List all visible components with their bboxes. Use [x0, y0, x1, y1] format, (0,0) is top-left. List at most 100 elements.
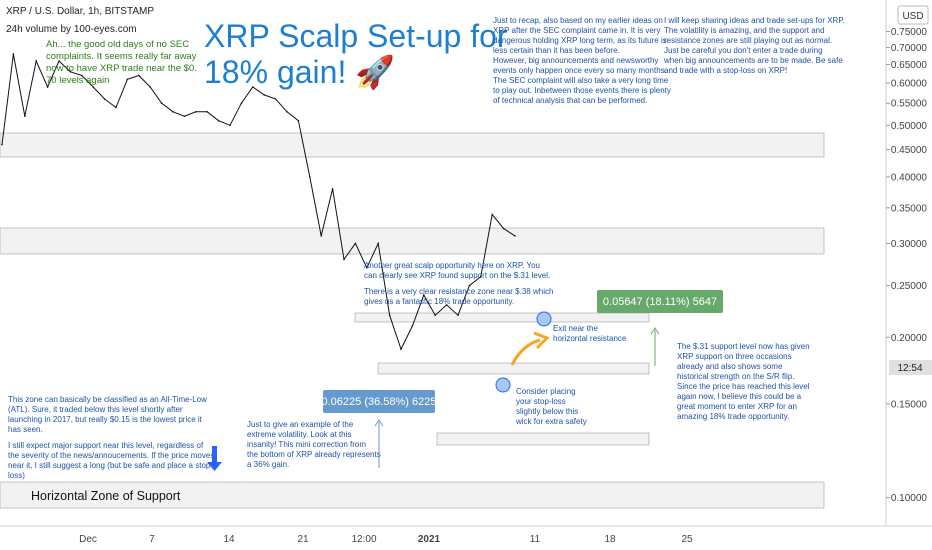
stoploss-note-line: wick for extra safety — [515, 417, 587, 426]
scalp-note-line: Another great scalp opportunity here on … — [364, 261, 540, 270]
green-note-line: Ah... the good old days of no SEC — [46, 39, 189, 50]
price-tick-label: 0.20000 — [891, 333, 928, 344]
recap-note-line: of technical analysis that can be perfor… — [493, 96, 647, 105]
price-tick-label: 0.45000 — [891, 145, 928, 156]
atl-note-line: loss) — [8, 471, 25, 480]
price-point — [388, 314, 391, 317]
stoploss-note: Consider placing your stop-loss slightly… — [515, 387, 587, 426]
atl-note-line: has seen. — [8, 425, 43, 434]
atl-note-line: (ATL). Sure, it traded below this level … — [8, 405, 183, 414]
price-point — [468, 284, 471, 287]
price-point — [69, 71, 72, 73]
volatility-note-line: Just to give an example of the — [247, 420, 354, 429]
price-tick-label: 0.40000 — [891, 172, 928, 183]
scalp-note-line: can clearly see XRP found support on the… — [364, 271, 550, 280]
price-tick-label: 0.55000 — [891, 99, 928, 110]
exit-target-marker[interactable] — [536, 311, 552, 327]
price-point — [115, 106, 117, 109]
last-price-tag — [889, 360, 932, 375]
measure-correction-label-box[interactable] — [323, 390, 435, 413]
support-zone-0.21[interactable] — [436, 432, 650, 446]
atl-note-line: launching in 2017, but really $0.15 is t… — [8, 415, 203, 424]
scalp-note-line: There is a very clear resistance zone ne… — [364, 287, 553, 296]
measure-up-label-box[interactable] — [597, 290, 723, 313]
price-point — [445, 304, 448, 306]
price-point — [434, 314, 437, 317]
idea-title-line-1: XRP Scalp Set-up for — [204, 18, 508, 54]
support-note-line: already and also shows some — [677, 362, 783, 371]
atl-note: This zone can basically be classified as… — [8, 395, 214, 480]
atl-note-line: This zone can basically be classified as… — [8, 395, 207, 404]
price-tick-label: 0.25000 — [891, 281, 928, 292]
price-point — [58, 60, 60, 62]
green-note-line: 70 levels again — [46, 75, 109, 86]
recap-note: Just to recap, also based on my earlier … — [493, 16, 671, 105]
stoploss-note-line: slightly below this — [516, 407, 578, 416]
price-point — [46, 86, 49, 88]
price-point — [297, 119, 300, 122]
price-point — [126, 78, 129, 81]
currency-button[interactable] — [897, 5, 929, 25]
price-point — [400, 348, 402, 350]
price-point — [354, 242, 357, 245]
arrow-up-icon — [650, 327, 660, 335]
support-note: The $.31 support level now has given XRP… — [677, 342, 810, 421]
price-point — [183, 115, 186, 117]
price-point — [286, 111, 288, 113]
idea-title-line-2: 18% gain! 🚀 — [204, 54, 395, 90]
price-point — [35, 60, 37, 62]
measure-up-label: 0.05647 (18.11%) 5647 — [603, 296, 717, 308]
price-point — [320, 235, 323, 237]
price-point — [502, 227, 505, 230]
support-note-line: again now, I believe this could be a — [677, 392, 802, 401]
price-series-line — [1, 54, 516, 351]
arrowhead-icon — [533, 331, 550, 350]
price-point — [411, 325, 414, 327]
price-point — [138, 74, 140, 77]
recap-note-line: However, big announcements and newsworth… — [493, 56, 658, 65]
volatility-note-line: extreme volatility. Look at this — [247, 430, 351, 439]
price-point — [172, 111, 174, 113]
price-point — [206, 111, 208, 113]
sharing-note-line: resistance zones are still playing out a… — [664, 36, 832, 45]
resistance-zone-0.60[interactable] — [0, 132, 825, 158]
price-point — [240, 102, 243, 104]
recap-note-line: dangerous holding XRP long term, as its … — [493, 36, 667, 45]
support-zone-0.15[interactable] — [0, 481, 825, 509]
volatility-note: Just to give an example of the extreme v… — [247, 420, 381, 469]
price-point — [81, 74, 83, 77]
price-point — [423, 294, 425, 296]
support-note-line: Since the price has reached this level — [677, 382, 810, 391]
stop-loss-marker[interactable] — [495, 377, 511, 393]
stoploss-note-line: Consider placing — [516, 387, 576, 396]
price-points — [1, 53, 516, 350]
price-point — [1, 143, 3, 146]
time-tick-label: 2021 — [418, 534, 441, 545]
exit-note: Exit near the horizontal resistance — [553, 324, 627, 343]
price-point — [274, 98, 277, 100]
recap-note-line: XRP after the SEC complaint came in. It … — [493, 26, 660, 35]
recap-note-line: to play out. Inbetween those events ther… — [493, 86, 671, 95]
volatility-note-line: a 36% gain. — [247, 460, 289, 469]
price-point — [103, 98, 106, 100]
price-point — [252, 86, 254, 88]
resistance-zone-0.48[interactable] — [0, 227, 825, 255]
price-tick-label: 0.50000 — [891, 121, 928, 132]
price-point — [263, 94, 266, 96]
price-point — [195, 111, 197, 113]
currency-label: USD — [902, 11, 923, 22]
exit-note-line: Exit near the — [553, 324, 598, 333]
price-point — [92, 86, 94, 88]
time-tick-label: Dec — [79, 534, 97, 545]
price-axis-ticks: 0.75000 0.70000 0.65000 0.60000 0.55000 0.500… — [886, 27, 927, 504]
price-point — [160, 102, 163, 104]
symbol-header: XRP / U.S. Dollar, 1h, BITSTAMP — [6, 6, 154, 17]
price-point — [217, 119, 220, 122]
resistance-zone-0.38[interactable] — [354, 312, 650, 323]
recap-note-line: The SEC complaint will also take a very … — [493, 76, 669, 85]
exit-note-line: horizontal resistance — [553, 334, 627, 343]
price-tick-label: 0.70000 — [891, 43, 928, 54]
support-note-line: historical strength on the S/R flip. — [677, 372, 794, 381]
sharing-note: I will keep sharing ideas and trade set-… — [663, 16, 845, 75]
